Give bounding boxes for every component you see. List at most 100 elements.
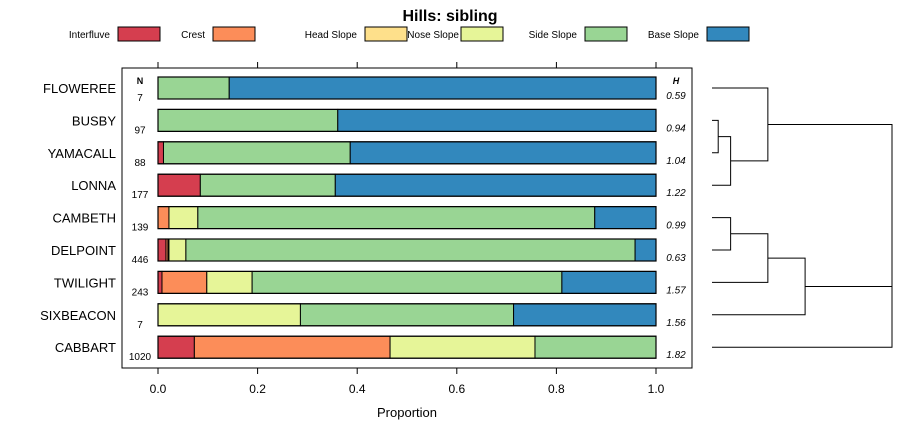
bar-segment [389,335,536,359]
dendrogram-link [712,257,806,316]
row-label: TWILIGHT [54,275,116,290]
bar-segment [513,303,657,327]
bar-row: TWILIGHT 243 1.57 [54,270,686,298]
n-value: 7 [137,93,143,104]
bar-outline [157,108,657,133]
n-value: 88 [134,158,146,169]
bar-outline [157,335,657,359]
dendrogram-link [712,205,893,348]
legend-swatch [212,26,256,42]
n-value: 7 [137,320,143,331]
bar-segment [349,141,657,165]
bar-segment [157,303,301,327]
n-value: 243 [132,287,149,298]
h-value: 0.59 [666,91,686,102]
legend-label: Side Slope [529,30,578,41]
x-tick-label: 0.0 [150,382,167,396]
bar-segment [228,76,657,100]
bar-segment [157,108,339,132]
legend-label: Interfluve [69,30,111,41]
bar-segment [157,335,195,359]
bar-segment [206,270,253,294]
plot-area: 0.0 0.2 0.4 0.6 0.8 1.0 N H FLOWEREE 7 0.59 BUSBY 97… [40,62,693,396]
row-label: YAMACALL [48,146,116,161]
n-value: 1020 [129,352,152,363]
bar-outline [157,76,657,100]
bar-segment [157,141,164,165]
bar-segment [337,108,657,132]
dendrogram-link [712,233,769,283]
bar-outline [157,238,657,262]
bar-segment [534,335,657,359]
dendrogram-link [712,119,719,154]
bar-row: LONNA 177 1.22 [71,173,686,201]
dendrogram-link [712,87,769,162]
n-column-header: N [137,76,144,86]
x-tick-label: 0.8 [548,382,565,396]
bar-segment [251,270,563,294]
bar-outline [157,173,657,197]
bar-row: SIXBEACON 7 1.56 [40,303,686,331]
row-label: CAMBETH [52,211,116,226]
dendrogram-link [712,136,732,186]
chart-title: Hills: sibling [402,8,497,25]
h-value: 0.94 [666,123,686,134]
bar-segment [193,335,391,359]
plot-frame [121,67,693,369]
dendrogram-link [767,123,893,287]
bar-segment [157,206,170,230]
legend-swatch [584,26,628,42]
row-label: CABBART [55,340,116,355]
bar-segment [157,173,201,197]
h-value: 0.99 [666,221,686,232]
row-label: SIXBEACON [40,308,116,323]
bar-segment [161,270,208,294]
row-label: BUSBY [72,113,116,128]
h-value: 1.56 [666,318,686,329]
bar-row: YAMACALL 88 1.04 [48,141,686,169]
x-tick-label: 0.4 [349,382,366,396]
legend-label: Nose Slope [407,30,459,41]
legend-swatch [706,26,750,42]
bar-segment [185,238,636,262]
row-label: LONNA [71,178,116,193]
legend-swatch [460,26,504,42]
legend-label: Crest [181,30,205,41]
row-label: DELPOINT [51,243,116,258]
bar-row: CABBART 1020 1.82 [55,335,686,363]
bar-segment [199,173,336,197]
bar-segment [168,238,187,262]
bar-segment [299,303,515,327]
h-value: 1.04 [666,156,686,167]
bar-segment [157,76,230,100]
h-column-header: H [673,76,680,86]
bar-row: CAMBETH 139 0.99 [52,206,686,234]
bar-segment [634,238,657,262]
n-value: 97 [134,125,146,136]
dendrogram [712,87,893,348]
bar-segment [594,206,657,230]
h-value: 1.82 [666,350,686,361]
legend-swatch [117,26,161,42]
h-value: 1.57 [666,285,686,296]
bar-row: FLOWEREE 7 0.59 [43,76,686,104]
bar-outline [157,141,657,165]
bar-segment [157,238,167,262]
dendrogram-link [712,217,732,251]
bar-outline [157,303,657,327]
bar-segment [334,173,657,197]
n-value: 446 [132,255,149,266]
x-tick-label: 0.6 [448,382,465,396]
bar-row: BUSBY 97 0.94 [72,108,686,136]
n-value: 139 [132,223,149,234]
bar-row: DELPOINT 446 0.63 [51,238,686,266]
n-value: 177 [132,190,149,201]
bar-segment [168,206,199,230]
bar-segment [561,270,657,294]
x-tick-label: 0.2 [249,382,266,396]
x-tick-label: 1.0 [648,382,665,396]
bar-segment [162,141,351,165]
x-axis-label: Proportion [377,405,437,420]
h-value: 1.22 [666,188,686,199]
